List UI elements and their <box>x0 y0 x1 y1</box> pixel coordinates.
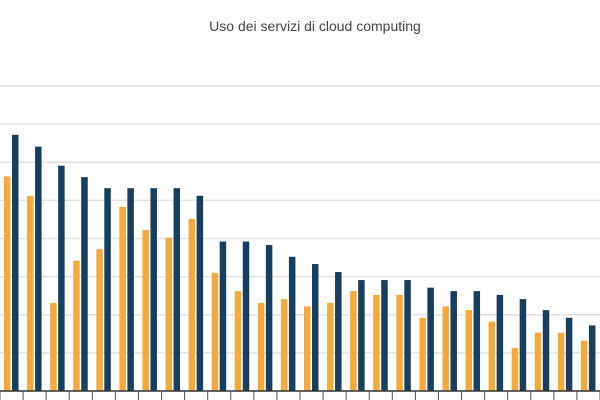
bar-series2-25 <box>565 317 573 391</box>
bar-series2-8 <box>173 188 181 391</box>
bar-series1-25 <box>557 332 565 391</box>
bar-series1-2 <box>27 195 34 391</box>
bar-series1-22 <box>488 321 496 391</box>
bar-series2-7 <box>150 188 157 391</box>
bar-series1-10 <box>211 272 219 391</box>
bar-series2-19 <box>427 287 434 391</box>
bar-series2-2 <box>35 146 42 391</box>
bar-series1-6 <box>119 206 126 391</box>
bar-series1-8 <box>165 237 173 391</box>
bar-series1-19 <box>419 317 426 391</box>
bar-series1-26 <box>580 340 588 391</box>
bar-series2-6 <box>127 188 134 391</box>
bar-series1-7 <box>142 230 149 391</box>
bar-series1-21 <box>465 310 473 391</box>
bar-series1-18 <box>396 294 403 391</box>
bar-series2-5 <box>104 188 111 391</box>
bar-series1-20 <box>442 306 449 391</box>
bar-series2-15 <box>335 272 342 391</box>
bar-series1-12 <box>257 302 265 391</box>
chart-title: Uso dei servizi di cloud computing <box>209 18 421 34</box>
bar-series2-1 <box>12 134 19 392</box>
bar-series2-3 <box>58 165 65 391</box>
bar-series1-15 <box>327 302 334 391</box>
bar-series1-17 <box>373 294 380 391</box>
bar-series2-22 <box>496 294 504 391</box>
bar-series2-11 <box>242 241 250 391</box>
bar-series2-23 <box>519 299 527 391</box>
bar-series1-1 <box>4 176 11 391</box>
bar-series1-5 <box>96 249 103 391</box>
bar-series2-18 <box>404 280 411 391</box>
bar-series2-17 <box>381 280 388 391</box>
bar-series2-13 <box>288 256 296 391</box>
bar-series2-20 <box>450 291 457 391</box>
bar-series2-24 <box>542 310 550 391</box>
bar-series1-11 <box>234 291 242 391</box>
bar-series2-12 <box>265 244 273 391</box>
bar-series1-24 <box>534 332 542 391</box>
bar-series2-9 <box>196 195 204 391</box>
bar-series1-16 <box>350 291 357 391</box>
bar-series2-14 <box>312 264 319 391</box>
bar-series1-13 <box>280 299 288 391</box>
bar-series1-3 <box>50 302 57 391</box>
bar-series2-21 <box>473 291 481 391</box>
bar-series1-4 <box>73 260 80 391</box>
bar-series2-4 <box>81 177 88 391</box>
bar-series1-9 <box>188 219 196 391</box>
bar-series1-14 <box>304 306 311 391</box>
bar-series2-26 <box>588 325 596 391</box>
bar-series2-10 <box>219 241 227 391</box>
bar-series2-16 <box>358 280 365 391</box>
bar-series1-23 <box>511 347 519 391</box>
